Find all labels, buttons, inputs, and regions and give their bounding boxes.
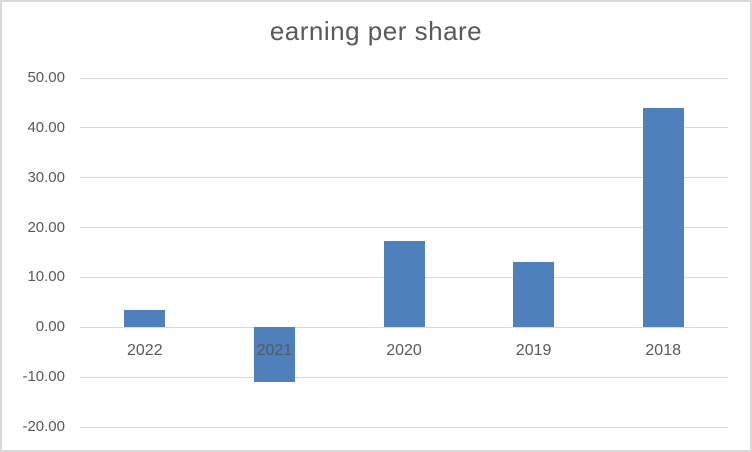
gridline — [80, 177, 728, 179]
x-axis-category-label: 2021 — [256, 342, 293, 359]
chart-title: earning per share — [269, 16, 483, 46]
x-axis-category-label: 2020 — [386, 342, 422, 359]
y-axis-tick-label: 20.00 — [27, 218, 65, 236]
bar-2019 — [513, 262, 555, 328]
y-axis-tick-label: 10.00 — [27, 268, 65, 286]
x-axis-category-label: 2019 — [515, 342, 552, 359]
gridline — [80, 426, 728, 428]
bar-2018 — [642, 107, 684, 328]
x-axis-category-label: 2018 — [645, 342, 681, 359]
gridline — [80, 127, 728, 129]
gridline — [80, 77, 728, 79]
bar-2021 — [253, 327, 295, 383]
bar-2022 — [124, 309, 166, 328]
y-axis-tick-label: 30.00 — [27, 168, 65, 186]
gridline — [80, 227, 728, 229]
y-axis-tick-label: 0.00 — [35, 318, 65, 336]
gridline — [80, 376, 728, 378]
x-axis-line — [80, 326, 728, 328]
y-axis-tick-label: 50.00 — [27, 69, 65, 86]
y-axis-tick-label: -20.00 — [22, 418, 65, 435]
y-axis-tick-label: 40.00 — [27, 118, 65, 136]
bar-2020 — [383, 241, 425, 328]
y-axis-tick-label: -10.00 — [22, 368, 65, 386]
x-axis-category-label: 2022 — [127, 342, 163, 359]
